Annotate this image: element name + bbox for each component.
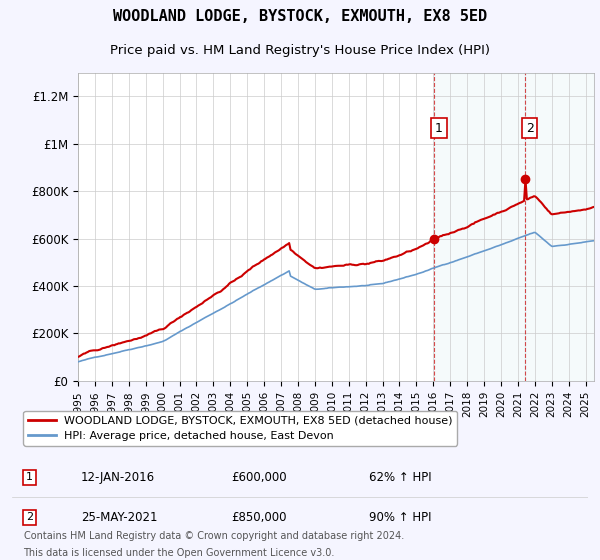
Text: 12-JAN-2016: 12-JAN-2016 bbox=[81, 471, 155, 484]
Text: 62% ↑ HPI: 62% ↑ HPI bbox=[369, 471, 432, 484]
Text: WOODLAND LODGE, BYSTOCK, EXMOUTH, EX8 5ED: WOODLAND LODGE, BYSTOCK, EXMOUTH, EX8 5E… bbox=[113, 10, 487, 24]
Text: 90% ↑ HPI: 90% ↑ HPI bbox=[369, 511, 431, 524]
Text: £600,000: £600,000 bbox=[231, 471, 287, 484]
Text: 2: 2 bbox=[26, 512, 33, 522]
Text: 2: 2 bbox=[526, 122, 533, 135]
Bar bbox=[524, 73, 594, 381]
Bar bbox=[434, 73, 524, 381]
Text: £850,000: £850,000 bbox=[231, 511, 286, 524]
Text: 1: 1 bbox=[26, 473, 33, 482]
Text: Contains HM Land Registry data © Crown copyright and database right 2024.: Contains HM Land Registry data © Crown c… bbox=[23, 531, 404, 542]
Text: 1: 1 bbox=[435, 122, 443, 135]
Text: Price paid vs. HM Land Registry's House Price Index (HPI): Price paid vs. HM Land Registry's House … bbox=[110, 44, 490, 57]
Text: This data is licensed under the Open Government Licence v3.0.: This data is licensed under the Open Gov… bbox=[23, 548, 335, 558]
Text: 25-MAY-2021: 25-MAY-2021 bbox=[81, 511, 158, 524]
Legend: WOODLAND LODGE, BYSTOCK, EXMOUTH, EX8 5ED (detached house), HPI: Average price, : WOODLAND LODGE, BYSTOCK, EXMOUTH, EX8 5E… bbox=[23, 411, 457, 446]
